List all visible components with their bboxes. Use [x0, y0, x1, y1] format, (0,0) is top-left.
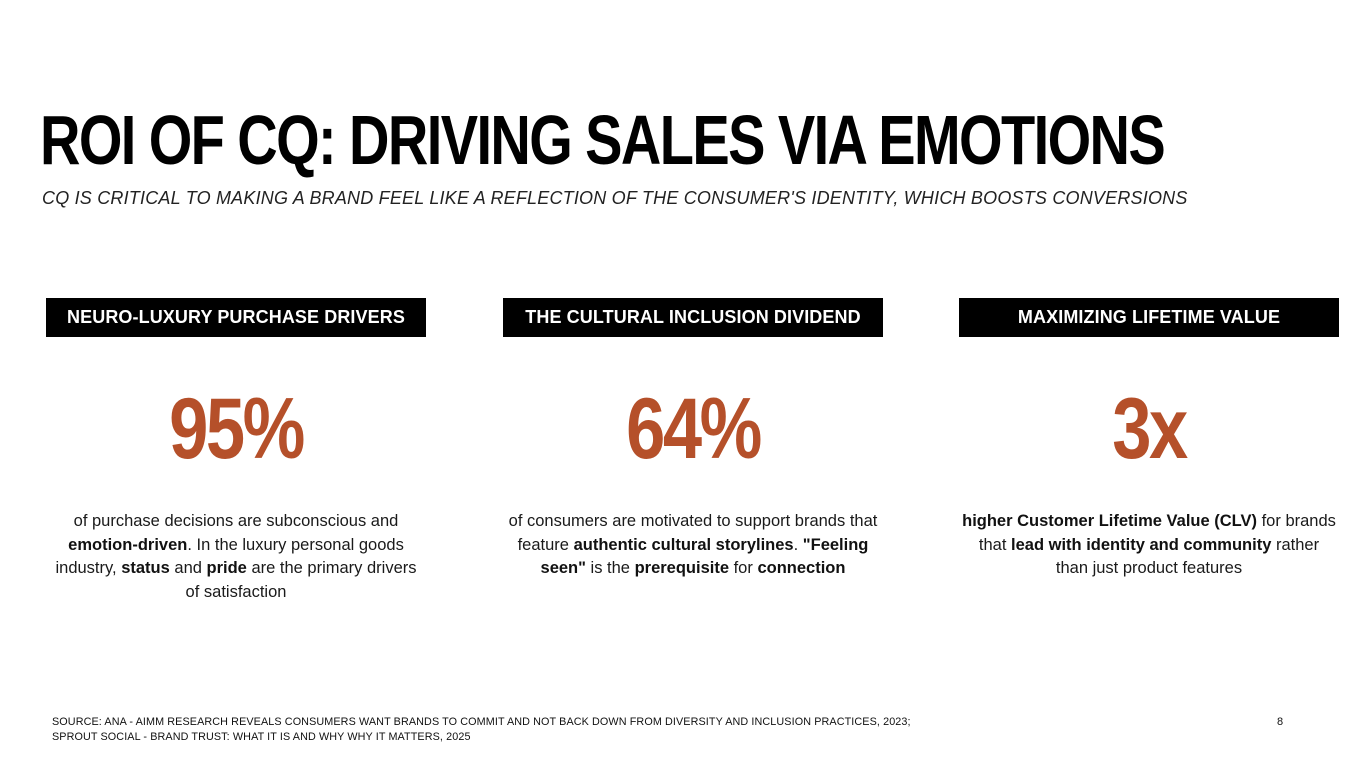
stat-description: higher Customer Lifetime Value (CLV) for… — [959, 510, 1339, 581]
source-footnote: SOURCE: ANA - AIMM RESEARCH REVEALS CONS… — [52, 715, 911, 744]
stat-column-cultural-inclusion: THE CULTURAL INCLUSION DIVIDEND 64% of c… — [503, 298, 883, 581]
desc-text: of consumers are motivated to support br… — [508, 512, 878, 554]
desc-bold: connection — [757, 559, 846, 577]
stat-description: of consumers are motivated to support br… — [503, 510, 883, 581]
column-label: NEURO-LUXURY PURCHASE DRIVERS — [46, 298, 426, 337]
desc-text: of purchase decisions are subconscious a… — [73, 512, 399, 530]
desc-text: . In the luxury personal goods industry, — [55, 535, 404, 578]
desc-bold: prerequisite — [634, 559, 730, 577]
stat-description: of purchase decisions are subconscious a… — [46, 510, 426, 604]
desc-bold: status — [121, 559, 170, 577]
desc-bold: higher Customer Lifetime Value (CLV) — [962, 512, 1258, 530]
desc-bold: "Feeling seen" — [540, 535, 869, 578]
page-number: 8 — [1277, 716, 1284, 728]
desc-bold: authentic cultural storylines — [573, 535, 794, 554]
desc-text: are the primary drivers of satisfaction — [185, 559, 417, 601]
source-line: SPROUT SOCIAL - BRAND TRUST: WHAT IT IS … — [52, 730, 471, 743]
desc-text: and — [169, 559, 207, 577]
stat-column-lifetime-value: MAXIMIZING LIFETIME VALUE 3x higher Cust… — [959, 298, 1339, 581]
column-label: THE CULTURAL INCLUSION DIVIDEND — [503, 298, 883, 337]
desc-text: is the — [585, 559, 635, 577]
stat-value: 95% — [169, 381, 305, 477]
desc-bold: emotion-driven — [68, 535, 188, 554]
stat-column-neuro-luxury: NEURO-LUXURY PURCHASE DRIVERS 95% of pur… — [46, 298, 426, 604]
source-line: SOURCE: ANA - AIMM RESEARCH REVEALS CONS… — [52, 716, 911, 728]
column-label: MAXIMIZING LIFETIME VALUE — [959, 298, 1339, 337]
desc-text: rather than just product features — [1055, 535, 1320, 578]
desc-bold: pride — [206, 559, 247, 577]
desc-text: for — [729, 559, 758, 577]
stat-value: 3x — [1112, 381, 1188, 477]
desc-bold: lead with identity and community — [1011, 535, 1272, 554]
stat-value: 64% — [626, 381, 762, 477]
desc-text: . — [793, 535, 803, 554]
slide-subtitle: CQ IS CRITICAL TO MAKING A BRAND FEEL LI… — [42, 188, 1188, 208]
slide-title: ROI OF CQ: DRIVING SALES VIA EMOTIONS — [40, 101, 1166, 179]
desc-text: for brands that — [978, 512, 1336, 554]
